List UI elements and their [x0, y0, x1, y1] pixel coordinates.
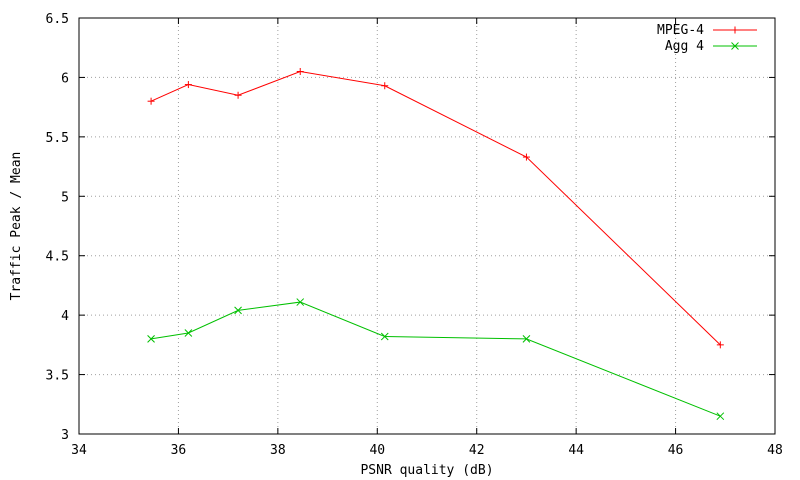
data-point-mpeg-4 [147, 97, 155, 105]
y-axis-label: Traffic Peak / Mean [9, 152, 24, 301]
y-tick-label: 5.5 [46, 131, 69, 146]
marker-stroke [731, 42, 739, 50]
legend-marker-mpeg-4 [731, 26, 739, 34]
series-line-mpeg-4 [150, 70, 721, 346]
data-point-mpeg-4 [234, 91, 242, 99]
x-tick-label: 38 [270, 443, 286, 458]
data-point-mpeg-4 [522, 153, 530, 161]
series-mpeg-4 [147, 67, 724, 349]
x-axis-label: PSNR quality (dB) [360, 463, 493, 478]
y-tick-label: 6.5 [46, 12, 69, 27]
gridlines [79, 18, 775, 434]
legend-label-mpeg-4: MPEG-4 [657, 23, 704, 38]
legend-marker-agg-4 [731, 42, 739, 50]
x-tick-label: 36 [171, 443, 187, 458]
axis-ticks: 34 36 38 40 42 44 46 48 3 3.5 4 4.5 5 5.5 6 6.5 [46, 12, 783, 458]
series-line-agg-4 [151, 301, 721, 417]
series-agg-4 [147, 298, 725, 421]
data-point-agg-4 [380, 332, 389, 341]
plot-frame [78, 17, 776, 435]
x-tick-label: 42 [469, 443, 485, 458]
x-tick-label: 40 [369, 443, 385, 458]
series-lines [147, 67, 725, 421]
marker-stroke [716, 412, 725, 421]
y-tick-label: 5 [61, 190, 69, 205]
marker-stroke [147, 335, 155, 343]
legend-label-agg-4: Agg 4 [665, 39, 704, 54]
y-tick-label: 3 [61, 428, 69, 443]
y-tick-label: 4 [61, 309, 69, 324]
x-tick-label: 44 [568, 443, 584, 458]
x-tick-label: 46 [668, 443, 684, 458]
data-point-mpeg-4 [296, 67, 304, 75]
data-point-agg-4 [147, 335, 155, 343]
marker-stroke [184, 329, 193, 337]
y-tick-label: 4.5 [46, 250, 69, 265]
x-tick-label: 48 [767, 443, 783, 458]
y-tick-label: 6 [61, 71, 69, 86]
y-tick-label: 3.5 [46, 369, 69, 384]
x-tick-label: 34 [71, 443, 87, 458]
data-point-agg-4 [184, 329, 193, 337]
data-point-agg-4 [234, 306, 242, 315]
marker-stroke [380, 332, 389, 341]
data-point-mpeg-4 [381, 82, 389, 90]
data-point-agg-4 [522, 335, 531, 343]
marker-stroke [522, 335, 531, 343]
marker-stroke [234, 306, 242, 315]
data-point-agg-4 [296, 298, 305, 306]
data-point-agg-4 [716, 412, 725, 421]
marker-stroke [296, 298, 305, 306]
data-point-mpeg-4 [716, 341, 724, 349]
data-point-mpeg-4 [184, 81, 192, 89]
